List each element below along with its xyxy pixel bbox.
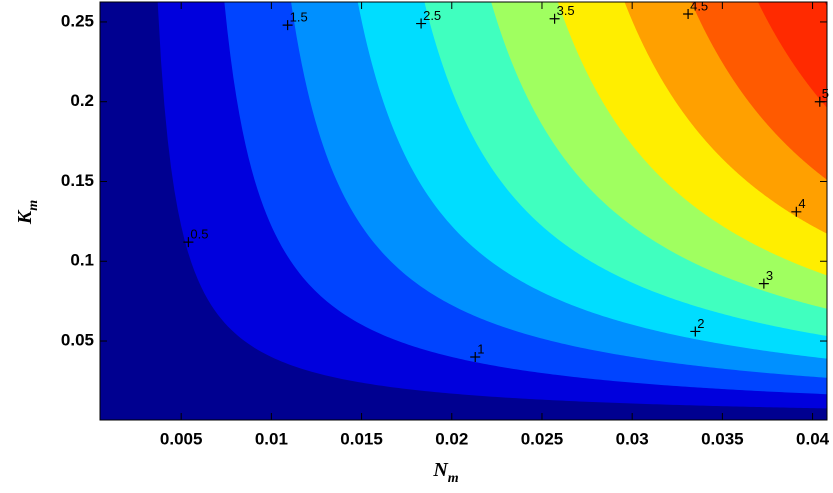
contour-label-text: 3.5 — [557, 3, 575, 18]
contour-label-marker — [758, 278, 769, 289]
contour-label: 3.5 — [549, 3, 575, 24]
x-axis-label: Nm — [432, 459, 458, 487]
x-tick-label: 0.035 — [701, 429, 744, 448]
contour-label: 2 — [690, 316, 705, 337]
contour-label-text: 4.5 — [690, 0, 708, 13]
plot-frame — [99, 1, 828, 421]
y-label-sub: m — [26, 200, 41, 211]
contour-label-marker — [791, 206, 802, 217]
contour-label: 4 — [791, 196, 806, 217]
contour-label-marker — [683, 8, 694, 19]
contour-region — [824, 2, 827, 7]
contour-label: 3 — [758, 268, 773, 289]
y-tick-label: 0.25 — [61, 11, 94, 30]
contour-label-text: 1 — [477, 341, 484, 356]
y-tick-label: 0.1 — [70, 251, 94, 270]
x-tick-label: 0.03 — [616, 429, 649, 448]
x-tick-label: 0.015 — [340, 429, 383, 448]
contour-label-marker — [690, 326, 701, 337]
contour-label-marker — [416, 18, 427, 29]
contour-label-text: 3 — [766, 268, 773, 283]
y-tick-label: 0.15 — [61, 171, 94, 190]
contour-label: 1.5 — [282, 10, 308, 31]
contour-label: 4.5 — [683, 0, 708, 19]
x-label-sub: m — [448, 471, 459, 486]
contour-label-text: 4 — [798, 196, 805, 211]
contour-label-marker — [282, 20, 293, 31]
contour-label: 1 — [470, 341, 484, 362]
y-axis-label: Km — [14, 200, 42, 225]
contour-fill — [100, 2, 827, 420]
contour-label-text: 0.5 — [190, 227, 208, 242]
x-tick-label: 0.01 — [255, 429, 288, 448]
x-tick-label: 0.025 — [521, 429, 564, 448]
contour-label-marker — [470, 351, 481, 362]
contour-region — [757, 2, 827, 108]
x-tick-label: 0.02 — [435, 429, 468, 448]
y-tick-label: 0.05 — [61, 331, 94, 350]
contour-label-text: 2.5 — [423, 8, 441, 23]
y-label-main: K — [14, 209, 36, 225]
contour-label: 0.5 — [183, 227, 208, 248]
y-tick-label: 0.2 — [70, 91, 94, 110]
contour-label-marker — [549, 13, 560, 24]
x-tick-label: 0.005 — [160, 429, 203, 448]
contour-label-text: 2 — [697, 316, 704, 331]
contour-label-text: 1.5 — [290, 10, 308, 25]
x-label-main: N — [432, 459, 449, 481]
x-tick-label: 0.04 — [796, 429, 830, 448]
contour-label: 2.5 — [416, 8, 441, 29]
contour-label-text: 5 — [822, 86, 829, 101]
contour-label-marker — [183, 237, 194, 248]
